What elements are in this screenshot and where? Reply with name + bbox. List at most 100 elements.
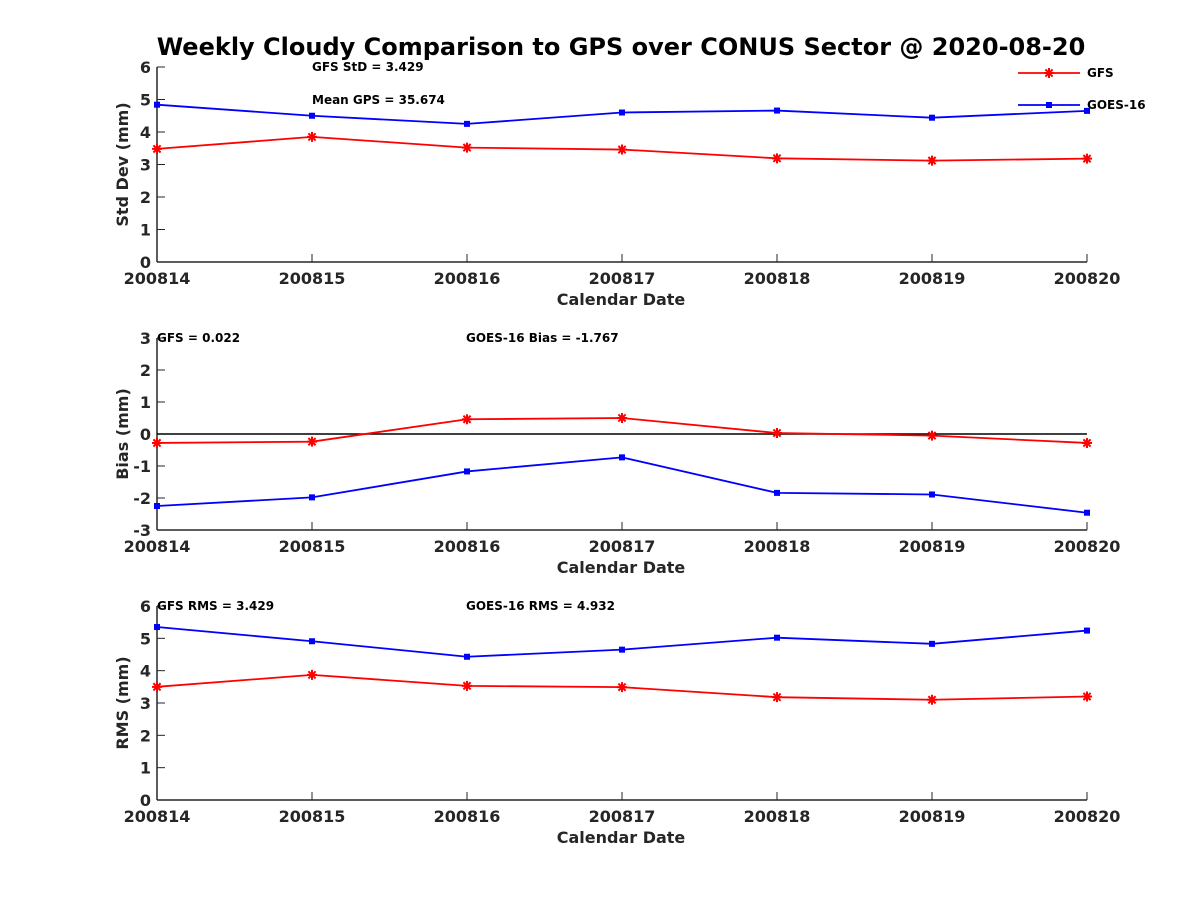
gfs-data-point xyxy=(617,682,627,693)
goes-16-data-point xyxy=(619,646,625,653)
goes-16-data-point xyxy=(1084,627,1090,634)
stddev-x-axis-label: Calendar Date xyxy=(557,290,686,309)
goes-16-data-point xyxy=(464,653,470,660)
gfs-data-point xyxy=(152,681,162,692)
stddev-annotation: Mean GPS = 35.674 xyxy=(312,93,445,107)
y-tick-label: 3 xyxy=(140,156,151,175)
goes-16-data-point xyxy=(619,109,625,116)
bias-panel: -3 -2 -1 0 1 2 3 200814 200815 200816 200817 200818… xyxy=(113,329,1120,577)
gfs-data-point xyxy=(617,413,627,423)
x-tick-label: 200816 xyxy=(434,807,501,826)
goes-16-data-point xyxy=(309,494,315,501)
goes-16-data-point xyxy=(464,468,470,475)
goes-16-data-point xyxy=(309,638,315,645)
gfs-data-point xyxy=(772,428,782,439)
y-tick-label: 1 xyxy=(140,759,151,778)
y-tick-label: 4 xyxy=(140,662,151,681)
gfs-data-point xyxy=(462,414,472,425)
goes-16-data-point xyxy=(1084,107,1090,114)
x-tick-label: 200817 xyxy=(589,537,656,556)
x-tick-label: 200814 xyxy=(124,537,191,556)
std-dev-panel: 0 1 2 3 4 5 6 200814 200815 200816 200817 200818 200… xyxy=(113,58,1146,309)
y-tick-label: -2 xyxy=(133,489,151,508)
x-tick-label: 200818 xyxy=(744,269,811,288)
x-tick-label: 200814 xyxy=(124,269,191,288)
y-tick-label: 1 xyxy=(140,393,151,412)
y-tick-label: 2 xyxy=(140,726,151,745)
gfs-data-point xyxy=(462,680,472,691)
x-tick-label: 200819 xyxy=(899,537,966,556)
goes-16-data-point xyxy=(929,114,935,121)
y-tick-label: 0 xyxy=(140,791,151,810)
legend-goes-16-marker xyxy=(1046,102,1052,108)
y-tick-label: 5 xyxy=(140,629,151,648)
gfs-data-point xyxy=(1082,437,1092,448)
x-tick-label: 200814 xyxy=(124,807,191,826)
legend-gfs-label: GFS xyxy=(1087,66,1114,80)
bias-annotation: GFS = 0.022 xyxy=(157,331,240,345)
gfs-data-point xyxy=(307,669,317,680)
gfs-data-point xyxy=(152,143,162,154)
y-tick-label: 4 xyxy=(140,123,151,142)
goes-16-data-point xyxy=(1084,509,1090,516)
x-tick-label: 200820 xyxy=(1054,537,1121,556)
y-tick-label: 6 xyxy=(140,58,151,77)
gfs-data-point xyxy=(927,694,937,705)
gfs-data-point xyxy=(307,131,317,142)
gfs-data-point xyxy=(927,155,937,166)
goes-16-data-point xyxy=(929,491,935,498)
gfs-data-point xyxy=(307,436,317,447)
goes-16-data-point xyxy=(154,101,160,108)
y-tick-label: -3 xyxy=(133,521,151,540)
x-tick-label: 200819 xyxy=(899,807,966,826)
rms-panel: 0 1 2 3 4 5 6 200814 200815 200816 200817 200818 200… xyxy=(113,597,1120,847)
x-tick-label: 200820 xyxy=(1054,807,1121,826)
bias-annotation: GOES-16 Bias = -1.767 xyxy=(466,331,619,345)
goes-16-series-line xyxy=(156,456,1088,514)
x-tick-label: 200818 xyxy=(744,537,811,556)
x-tick-label: 200820 xyxy=(1054,269,1121,288)
y-tick-label: 6 xyxy=(140,597,151,616)
rms-x-axis-label: Calendar Date xyxy=(557,828,686,847)
x-tick-label: 200815 xyxy=(279,269,346,288)
rms-annotation: GFS RMS = 3.429 xyxy=(157,599,274,613)
y-tick-label: 3 xyxy=(140,329,151,348)
gfs-data-point xyxy=(927,430,937,441)
gfs-data-point xyxy=(1082,691,1092,702)
x-tick-label: 200817 xyxy=(589,269,656,288)
y-tick-label: -1 xyxy=(133,457,151,476)
y-tick-label: 0 xyxy=(140,425,151,444)
goes-16-data-point xyxy=(774,634,780,641)
y-tick-label: 0 xyxy=(140,253,151,272)
x-tick-label: 200816 xyxy=(434,537,501,556)
x-tick-label: 200819 xyxy=(899,269,966,288)
y-tick-label: 2 xyxy=(140,188,151,207)
x-tick-label: 200815 xyxy=(279,537,346,556)
legend-goes-16-label: GOES-16 xyxy=(1087,98,1146,112)
stddev-y-axis-label: Std Dev (mm) xyxy=(113,102,132,226)
y-tick-label: 3 xyxy=(140,694,151,713)
goes-16-data-point xyxy=(154,503,160,509)
gfs-data-point xyxy=(772,153,782,164)
goes-16-data-point xyxy=(619,454,625,461)
bias-y-axis-label: Bias (mm) xyxy=(113,388,132,480)
goes-16-data-point xyxy=(774,489,780,496)
goes-16-data-point xyxy=(464,120,470,127)
y-tick-label: 1 xyxy=(140,221,151,240)
goes-16-data-point xyxy=(774,107,780,114)
figure-title: Weekly Cloudy Comparison to GPS over CON… xyxy=(157,33,1086,61)
goes-16-data-point xyxy=(929,640,935,647)
x-tick-label: 200817 xyxy=(589,807,656,826)
y-tick-label: 2 xyxy=(140,361,151,380)
rms-y-axis-label: RMS (mm) xyxy=(113,656,132,749)
gfs-data-point xyxy=(617,144,627,155)
x-tick-label: 200816 xyxy=(434,269,501,288)
gfs-data-point xyxy=(1082,153,1092,164)
stddev-annotation: GFS StD = 3.429 xyxy=(312,60,424,74)
x-tick-label: 200815 xyxy=(279,807,346,826)
bias-x-axis-label: Calendar Date xyxy=(557,558,686,577)
y-tick-label: 5 xyxy=(140,91,151,110)
gfs-data-point xyxy=(772,692,782,703)
goes-16-data-point xyxy=(309,112,315,119)
